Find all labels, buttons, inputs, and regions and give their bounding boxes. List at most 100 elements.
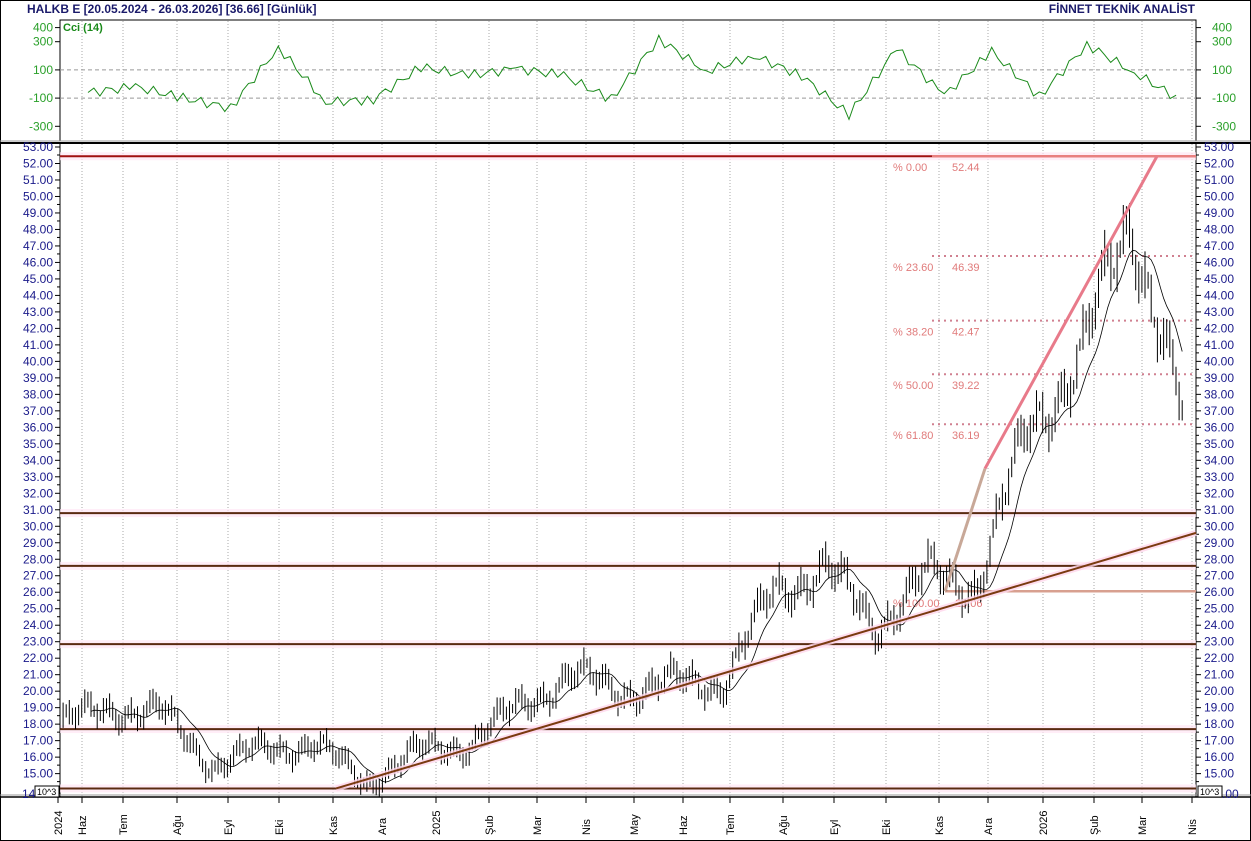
price-tick-left: 25.00 xyxy=(23,602,53,616)
price-tick-left: 37.00 xyxy=(23,404,53,418)
price-tick-left: 48.00 xyxy=(23,222,53,236)
price-tick-left: 38.00 xyxy=(23,387,53,401)
price-tick-right: 41.00 xyxy=(1204,338,1234,352)
price-tick-left: 50.00 xyxy=(23,189,53,203)
price-tick-right: 33.00 xyxy=(1204,470,1234,484)
price-tick-left: 31.00 xyxy=(23,503,53,517)
price-tick-right: 29.00 xyxy=(1204,536,1234,550)
time-axis-label: Tem xyxy=(118,814,130,835)
cci-label: Cci (14) xyxy=(63,22,103,34)
time-axis-label: Ağu xyxy=(172,815,184,835)
price-tick-right: 44.00 xyxy=(1204,288,1234,302)
time-axis-label: Ara xyxy=(983,817,995,835)
price-tick-right: 42.00 xyxy=(1204,321,1234,335)
time-axis-label: Haz xyxy=(77,815,89,835)
price-axis-bottom-right: .00 xyxy=(1222,787,1239,801)
time-axis-label: Eki xyxy=(274,820,286,835)
price-tick-left: 46.00 xyxy=(23,255,53,269)
price-tick-right: 49.00 xyxy=(1204,206,1234,220)
rising-support-trendline[interactable] xyxy=(335,531,1197,790)
price-tick-right: 35.00 xyxy=(1204,437,1234,451)
fib-swing-line[interactable] xyxy=(983,155,1159,470)
scale-badge-right-text: 10^3 xyxy=(1200,787,1219,797)
price-tick-right: 31.00 xyxy=(1204,503,1234,517)
price-tick-right: 30.00 xyxy=(1204,519,1234,533)
time-axis-label: Eyl xyxy=(223,820,235,835)
fib-pct-label: % 61.80 xyxy=(893,430,933,442)
time-axis-label: Mar xyxy=(1137,816,1149,835)
cci-tick-right: 100 xyxy=(1212,63,1232,77)
time-axis-label: Eki xyxy=(881,820,893,835)
price-tick-left: 35.00 xyxy=(23,437,53,451)
time-axis-label: Ara xyxy=(377,817,389,835)
price-tick-left: 52.00 xyxy=(23,156,53,170)
price-tick-right: 48.00 xyxy=(1204,222,1234,236)
price-tick-right: 47.00 xyxy=(1204,239,1234,253)
price-bars xyxy=(59,203,1183,797)
fibonacci-retracement[interactable]: % 0.00 52.44 % 23.60 46.39 % 38.20 42.47 % 50.… xyxy=(893,154,1196,610)
price-tick-left: 27.00 xyxy=(23,569,53,583)
price-tick-left: 40.00 xyxy=(23,354,53,368)
price-tick-right: 21.00 xyxy=(1204,668,1234,682)
price-tick-left: 20.00 xyxy=(23,684,53,698)
cci-tick-right: -300 xyxy=(1212,119,1236,133)
price-tick-left: 39.00 xyxy=(23,371,53,385)
price-axis: 53.00 53.00 52.00 52.00 51.00 51.00 50.00 50.00… xyxy=(23,140,1234,783)
fib-pct-label: % 23.60 xyxy=(893,262,933,274)
brand-label: FİNNET TEKNİK ANALİST xyxy=(1048,2,1195,16)
price-tick-left: 51.00 xyxy=(23,173,53,187)
time-axis-label: May xyxy=(629,814,641,835)
time-axis-label: Şub xyxy=(1089,815,1101,835)
scale-badge-right xyxy=(1197,785,1223,798)
time-axis-label: Eyl xyxy=(829,820,841,835)
cci-line xyxy=(87,34,1177,121)
time-axis-label: Nis xyxy=(1187,819,1199,835)
price-tick-right: 16.00 xyxy=(1204,750,1234,764)
time-axis-label: 2025 xyxy=(431,811,443,835)
price-tick-right: 23.00 xyxy=(1204,635,1234,649)
time-axis-label: Tem xyxy=(725,814,737,835)
price-tick-right: 40.00 xyxy=(1204,354,1234,368)
time-axis-label: Kas xyxy=(934,816,946,835)
cci-tick-left: 300 xyxy=(33,35,53,49)
price-tick-left: 43.00 xyxy=(23,305,53,319)
price-tick-right: 50.00 xyxy=(1204,189,1234,203)
price-tick-right: 24.00 xyxy=(1204,618,1234,632)
price-tick-right: 38.00 xyxy=(1204,387,1234,401)
price-tick-right: 28.00 xyxy=(1204,552,1234,566)
cci-tick-left: -300 xyxy=(29,119,53,133)
price-tick-right: 18.00 xyxy=(1204,717,1234,731)
price-tick-right: 25.00 xyxy=(1204,602,1234,616)
fib-value-label: 46.39 xyxy=(952,262,980,274)
cci-panel xyxy=(59,19,1197,142)
price-tick-left: 49.00 xyxy=(23,206,53,220)
cci-tick-right: -100 xyxy=(1212,91,1236,105)
cci-tick-right: 400 xyxy=(1212,21,1232,35)
price-tick-right: 27.00 xyxy=(1204,569,1234,583)
price-tick-right: 52.00 xyxy=(1204,156,1234,170)
price-tick-right: 45.00 xyxy=(1204,272,1234,286)
price-tick-left: 44.00 xyxy=(23,288,53,302)
vertical-gridlines xyxy=(81,21,1193,796)
price-tick-left: 19.00 xyxy=(23,701,53,715)
time-axis-label: 2024 xyxy=(53,811,65,835)
trendlines[interactable] xyxy=(335,155,1197,792)
fib-swing-lower[interactable] xyxy=(943,468,987,592)
fib-pct-label: % 38.20 xyxy=(893,327,933,339)
price-tick-left: 33.00 xyxy=(23,470,53,484)
support-resistance-lines[interactable] xyxy=(60,152,1196,793)
price-tick-right: 51.00 xyxy=(1204,173,1234,187)
price-tick-right: 17.00 xyxy=(1204,734,1234,748)
price-tick-left: 17.00 xyxy=(23,734,53,748)
price-tick-right: 34.00 xyxy=(1204,453,1234,467)
price-tick-left: 28.00 xyxy=(23,552,53,566)
price-tick-left: 53.00 xyxy=(23,140,53,154)
price-axis-bottom-left: 14 xyxy=(22,787,36,801)
price-tick-left: 47.00 xyxy=(23,239,53,253)
price-tick-right: 46.00 xyxy=(1204,255,1234,269)
cci-tick-left: -100 xyxy=(29,91,53,105)
price-tick-left: 41.00 xyxy=(23,338,53,352)
price-tick-left: 30.00 xyxy=(23,519,53,533)
price-tick-right: 20.00 xyxy=(1204,684,1234,698)
